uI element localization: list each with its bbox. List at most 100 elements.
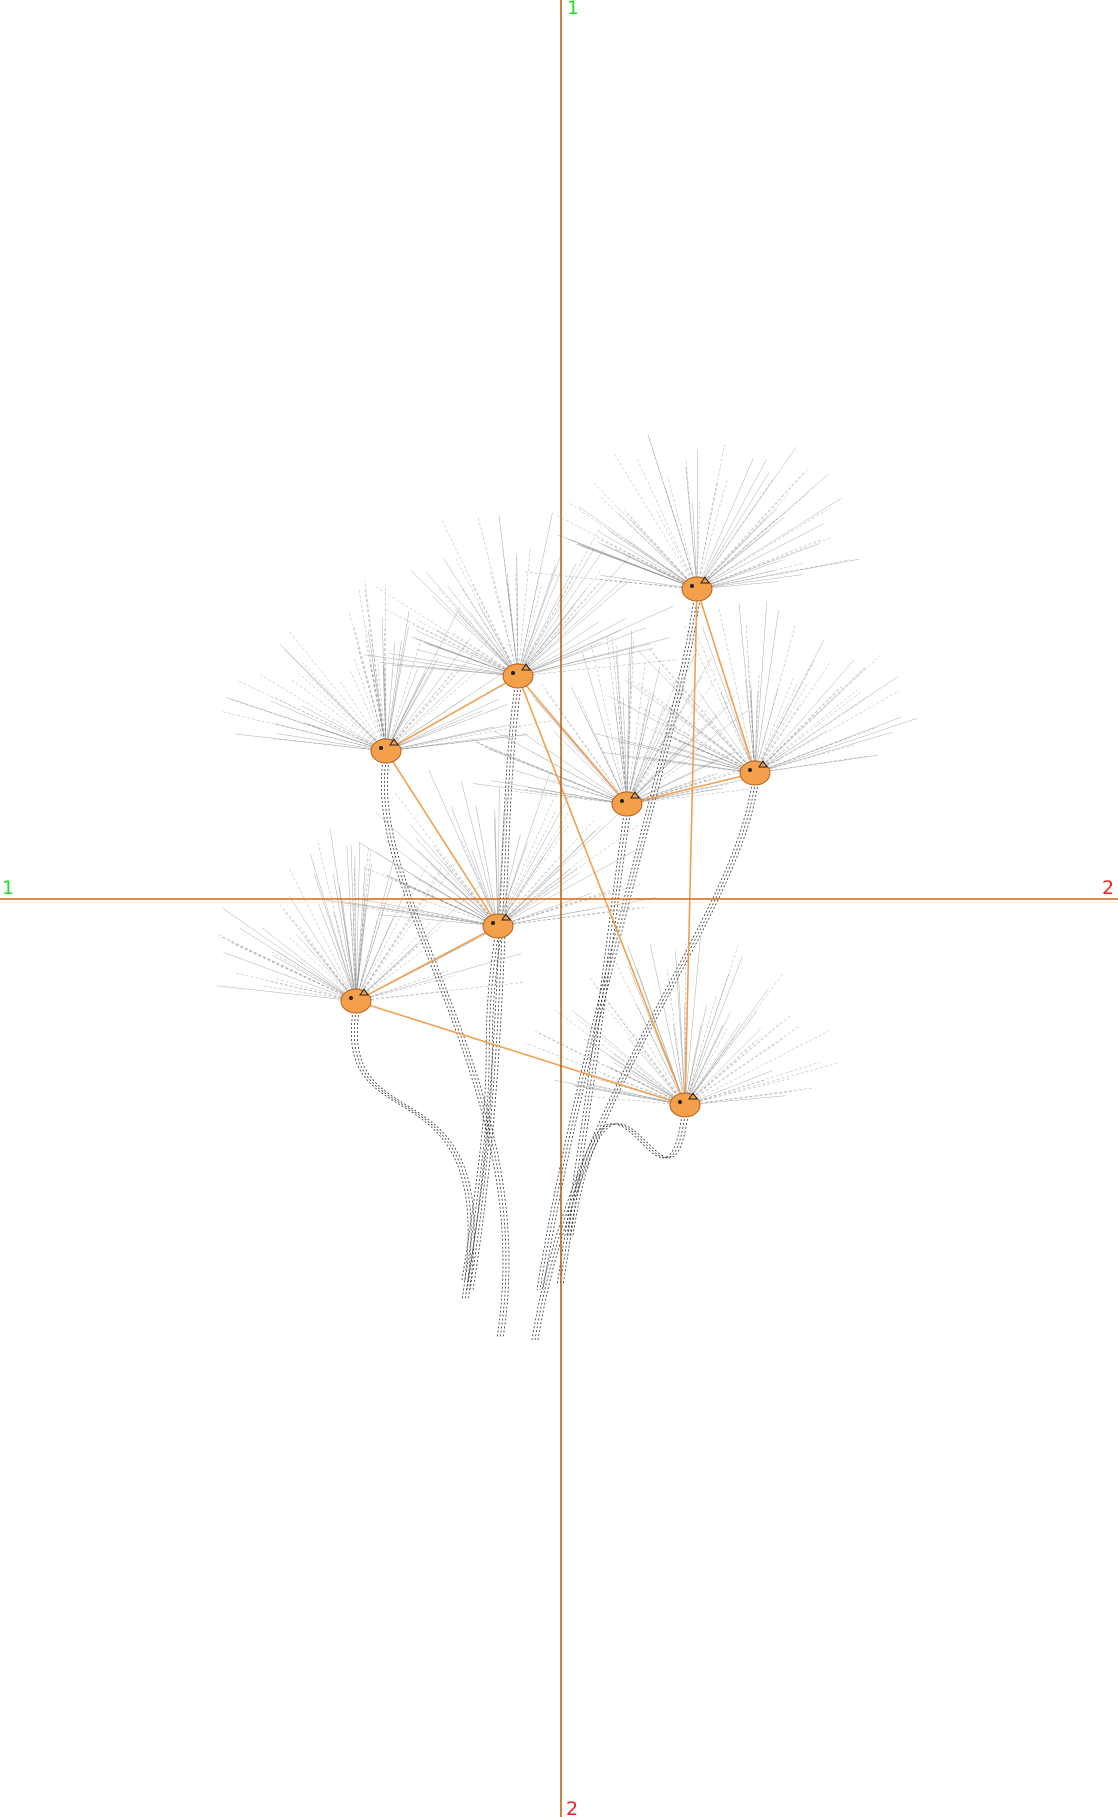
filament — [755, 692, 861, 773]
filament — [518, 513, 552, 676]
filament — [356, 889, 431, 1001]
filament — [436, 850, 498, 926]
stem — [573, 1115, 688, 1235]
connection — [685, 589, 697, 1105]
filament — [631, 520, 697, 589]
filament — [237, 680, 386, 751]
seed-dot — [690, 584, 694, 588]
seed-dot — [511, 671, 515, 675]
filament — [518, 660, 678, 676]
filament — [649, 648, 755, 773]
filament — [274, 724, 386, 751]
seed-dot — [379, 746, 383, 750]
filament — [685, 1028, 761, 1105]
filament — [697, 498, 841, 589]
filament — [472, 740, 627, 804]
filament — [578, 696, 627, 804]
filament — [376, 587, 518, 676]
filament — [272, 952, 356, 1001]
connection — [627, 773, 755, 804]
stem — [570, 1115, 685, 1235]
left-label: 1 — [2, 877, 14, 899]
filament — [557, 516, 697, 589]
filament — [271, 701, 386, 751]
filament — [697, 473, 769, 589]
filament — [386, 641, 512, 751]
seed-dot — [678, 1100, 682, 1104]
flowers — [217, 434, 917, 1340]
top-label: 1 — [567, 0, 579, 19]
filament — [368, 631, 386, 751]
stem — [351, 1011, 468, 1300]
filament — [498, 826, 564, 926]
connection — [386, 676, 518, 751]
filament — [356, 860, 458, 1001]
filament — [416, 839, 498, 926]
filament — [498, 843, 527, 926]
filament — [280, 644, 386, 751]
filament — [518, 563, 576, 676]
filament — [755, 663, 830, 773]
filament — [429, 770, 498, 926]
filament — [498, 826, 568, 926]
filament — [222, 908, 356, 1001]
filament — [685, 1030, 831, 1105]
stem — [567, 1115, 682, 1235]
filament — [476, 742, 627, 804]
filament — [354, 628, 386, 751]
filament — [432, 845, 498, 926]
right-label: 2 — [1102, 877, 1114, 899]
artwork: 1 2 1 2 — [0, 0, 1118, 1817]
stem — [381, 761, 503, 1338]
connection — [518, 676, 627, 804]
filament — [627, 650, 697, 804]
filament — [585, 715, 627, 804]
filament — [685, 1092, 793, 1105]
filament — [697, 540, 820, 589]
filament — [356, 919, 434, 1001]
filament — [478, 516, 518, 676]
filament — [590, 978, 685, 1105]
filament — [218, 934, 356, 1001]
stem — [535, 783, 755, 1340]
filament — [697, 537, 833, 589]
seed-dot — [349, 996, 353, 1000]
filament — [386, 627, 409, 751]
filament — [356, 850, 371, 1001]
filament — [678, 969, 685, 1105]
filament — [359, 589, 386, 751]
filament — [386, 668, 434, 751]
filament — [697, 575, 801, 589]
filament — [498, 800, 553, 926]
stem — [560, 814, 627, 1285]
filament — [499, 515, 518, 676]
seed-dot — [491, 921, 495, 925]
filament — [718, 607, 755, 773]
filament — [523, 789, 627, 804]
filament — [627, 656, 686, 804]
filament — [495, 809, 498, 926]
seed-dot — [620, 799, 624, 803]
stem — [532, 783, 752, 1340]
filament — [755, 717, 901, 773]
filament — [697, 509, 777, 589]
filament — [685, 956, 743, 1105]
filament — [438, 589, 518, 676]
filament — [685, 1038, 784, 1105]
filament — [356, 864, 428, 1001]
filament — [386, 724, 512, 751]
filament — [623, 508, 697, 589]
filament — [498, 826, 601, 926]
filament — [290, 679, 386, 751]
filament — [448, 587, 518, 676]
filament — [343, 903, 356, 1001]
seed-dot — [748, 768, 752, 772]
filament — [546, 691, 627, 804]
filament — [525, 1043, 685, 1105]
filament — [290, 632, 386, 751]
filament — [498, 772, 550, 926]
filament — [326, 900, 498, 926]
filament — [386, 721, 551, 751]
filament — [685, 973, 729, 1105]
filament — [461, 782, 498, 926]
